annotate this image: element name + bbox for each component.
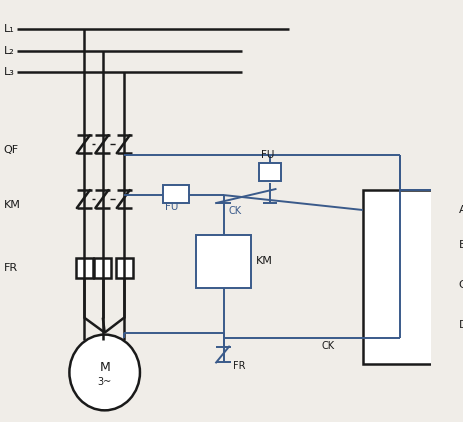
- Bar: [196, 235, 251, 288]
- Bar: [259, 163, 281, 181]
- Text: KM: KM: [4, 200, 20, 210]
- Text: KM: KM: [256, 256, 273, 266]
- Bar: [76, 258, 93, 278]
- Text: C: C: [458, 280, 463, 290]
- Text: FU: FU: [165, 202, 178, 212]
- Text: A: A: [458, 205, 463, 215]
- Text: D: D: [458, 319, 463, 330]
- Text: L₃: L₃: [4, 68, 14, 78]
- Text: FU: FU: [261, 150, 274, 160]
- Bar: [94, 258, 111, 278]
- Text: FR: FR: [233, 362, 245, 371]
- Circle shape: [69, 335, 140, 410]
- Text: 3~: 3~: [98, 377, 112, 387]
- Text: CK: CK: [228, 206, 241, 216]
- Text: L₂: L₂: [4, 46, 14, 56]
- Text: CK: CK: [321, 341, 334, 351]
- Bar: [116, 258, 132, 278]
- Text: M: M: [99, 361, 110, 374]
- Text: FR: FR: [4, 263, 18, 273]
- Text: QF: QF: [4, 145, 19, 155]
- Text: B: B: [458, 240, 463, 250]
- Bar: [363, 190, 432, 365]
- Bar: [163, 185, 189, 203]
- Text: L₁: L₁: [4, 24, 14, 34]
